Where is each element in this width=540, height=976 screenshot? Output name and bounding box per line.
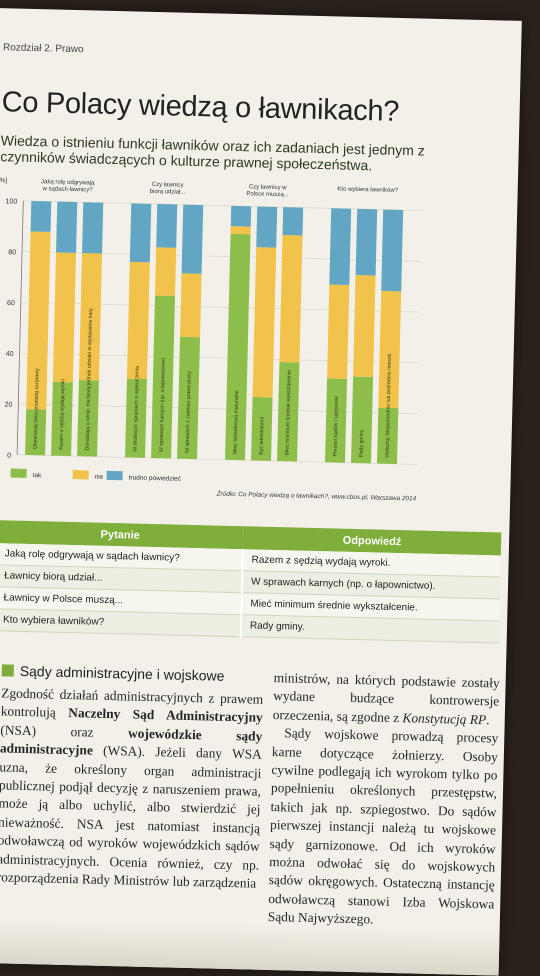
bar-segment bbox=[325, 378, 348, 463]
legend-label: trudno powiedzieć bbox=[128, 474, 181, 482]
bar-segment bbox=[350, 376, 374, 464]
y-tick-label: 100 bbox=[5, 198, 17, 205]
bar-segment bbox=[156, 204, 178, 248]
section-heading: Sądy administracyjne i wojskowe bbox=[1, 662, 225, 684]
bar-segment bbox=[129, 203, 152, 263]
bar-segment bbox=[256, 206, 278, 248]
legend-label: tak bbox=[33, 472, 43, 479]
bar-segment bbox=[355, 208, 378, 276]
bar-segment bbox=[282, 207, 304, 236]
bar-segment bbox=[376, 407, 399, 464]
y-tick-label: 20 bbox=[4, 402, 12, 409]
bar-segment bbox=[378, 290, 402, 409]
bar-segment bbox=[78, 253, 103, 381]
table-cell-question: Kto wybiera ławników? bbox=[0, 608, 242, 637]
section-heading-text: Sądy administracyjne i wojskowe bbox=[19, 662, 225, 684]
bar-segment bbox=[252, 247, 277, 398]
body-text: . bbox=[486, 712, 490, 728]
bar-label: Doradzają o winie, nie biorą jednak udzi… bbox=[85, 308, 94, 451]
bar-label: Być adwokatami bbox=[259, 417, 266, 455]
y-tick-label: 60 bbox=[7, 300, 15, 307]
body-text: (WSA). Jeżeli dany WSA uzna, że określon… bbox=[0, 742, 263, 891]
bar-label: W sprawach z zakresu prawa pracy bbox=[185, 371, 193, 453]
bar-label: Rady gminy bbox=[359, 429, 366, 457]
bar-segment bbox=[30, 200, 52, 232]
source-note: Źródło: Co Polacy wiedzą o ławnikach?, w… bbox=[216, 489, 417, 503]
legend-label: nie bbox=[94, 474, 103, 481]
y-tick-label: 0 bbox=[7, 452, 11, 459]
body-paragraph: Zgodność działań administracyjnych z pra… bbox=[0, 684, 263, 893]
bar-segment bbox=[353, 274, 376, 378]
group-title: Kto wybiera ławników? bbox=[337, 186, 398, 193]
bar-segment bbox=[329, 208, 352, 285]
group-title: Czy ławnicy wPolsce muszą... bbox=[246, 184, 289, 198]
bar-segment bbox=[381, 209, 404, 292]
bar-segment bbox=[230, 226, 251, 235]
bar-segment bbox=[230, 205, 252, 227]
bar-segment bbox=[25, 409, 47, 456]
body-paragraph: Sądy wojskowe prowadzą procesy karne dot… bbox=[267, 725, 499, 927]
bar-segment bbox=[125, 378, 147, 458]
bar-segment bbox=[181, 204, 204, 274]
bar-segment bbox=[51, 381, 73, 457]
lead-paragraph: Wiedza o istnieniu funkcji ławników oraz… bbox=[0, 132, 425, 174]
bar-segment bbox=[277, 362, 300, 462]
bar-segment bbox=[151, 295, 176, 459]
page-title: Co Polacy wiedzą o ławnikach? bbox=[1, 86, 400, 128]
body-paragraph: ministrów, na których podstawie zostały … bbox=[273, 669, 500, 730]
term-constitution: Konstytucją RP bbox=[402, 710, 487, 728]
bar-label: Mieć minimum średnie wykształcenie bbox=[285, 370, 293, 456]
group-title: Jaką rolę odgrywająw sądach ławnicy? bbox=[41, 179, 95, 193]
bar-segment bbox=[26, 231, 51, 410]
qa-table: Pytanie Odpowiedź Jaką rolę odgrywają w … bbox=[0, 520, 502, 644]
square-bullet-icon bbox=[1, 664, 14, 677]
y-tick-label: 40 bbox=[6, 351, 14, 358]
bar-segment bbox=[77, 379, 99, 457]
legend-swatch bbox=[106, 470, 123, 481]
y-axis bbox=[16, 200, 24, 455]
bar-label: W sprawach karnych (np. o łapownictwo) bbox=[159, 358, 167, 453]
y-tick-label: 80 bbox=[8, 249, 16, 256]
bar-label: W drobnych sprawach o wykroczenia bbox=[133, 366, 141, 452]
legend-swatch bbox=[10, 468, 27, 478]
bar-label: Obserwują tylko przebieg rozprawy bbox=[33, 368, 41, 449]
body-column-left: Zgodność działań administracyjnych z pra… bbox=[0, 684, 263, 893]
group-title: Czy ławnicybiorą udział... bbox=[150, 182, 186, 196]
legend-swatch bbox=[72, 470, 89, 480]
bar-segment bbox=[52, 252, 77, 383]
y-axis-label: [%] bbox=[0, 177, 7, 184]
bar-segment bbox=[82, 202, 104, 254]
body-column-right: ministrów, na których podstawie zostały … bbox=[268, 669, 500, 932]
bar-segment bbox=[327, 284, 350, 379]
bar-segment bbox=[177, 336, 201, 460]
bar-segment bbox=[155, 247, 177, 296]
bar-label: Prezesi sądów i sędziowie bbox=[333, 396, 340, 457]
bar-segment bbox=[251, 396, 273, 461]
term-nsa: Naczelny Sąd Administracyjny bbox=[68, 705, 263, 726]
body-text: (NSA) oraz bbox=[0, 722, 129, 741]
bar-label: Mieć świadectwo maturalne bbox=[233, 390, 241, 454]
bar-label: Wyborcy, bezpośrednio lub pośrednio mies… bbox=[385, 352, 394, 458]
running-head: Rozdział 2. Prawo bbox=[2, 42, 84, 56]
bar-segment bbox=[279, 235, 303, 363]
bar-segment bbox=[56, 201, 78, 253]
bar-label: Razem z sędzią wydają wyroki bbox=[59, 379, 67, 450]
bar-segment bbox=[126, 261, 150, 380]
bar-segment bbox=[225, 233, 251, 461]
stacked-bar-chart: [%] 0 20 40 60 80 100 Obserwują tylko przebieg … bbox=[0, 177, 424, 503]
bar-segment bbox=[180, 273, 202, 338]
textbook-page: Rozdział 2. Prawo Co Polacy wiedzą o ław… bbox=[0, 8, 522, 976]
